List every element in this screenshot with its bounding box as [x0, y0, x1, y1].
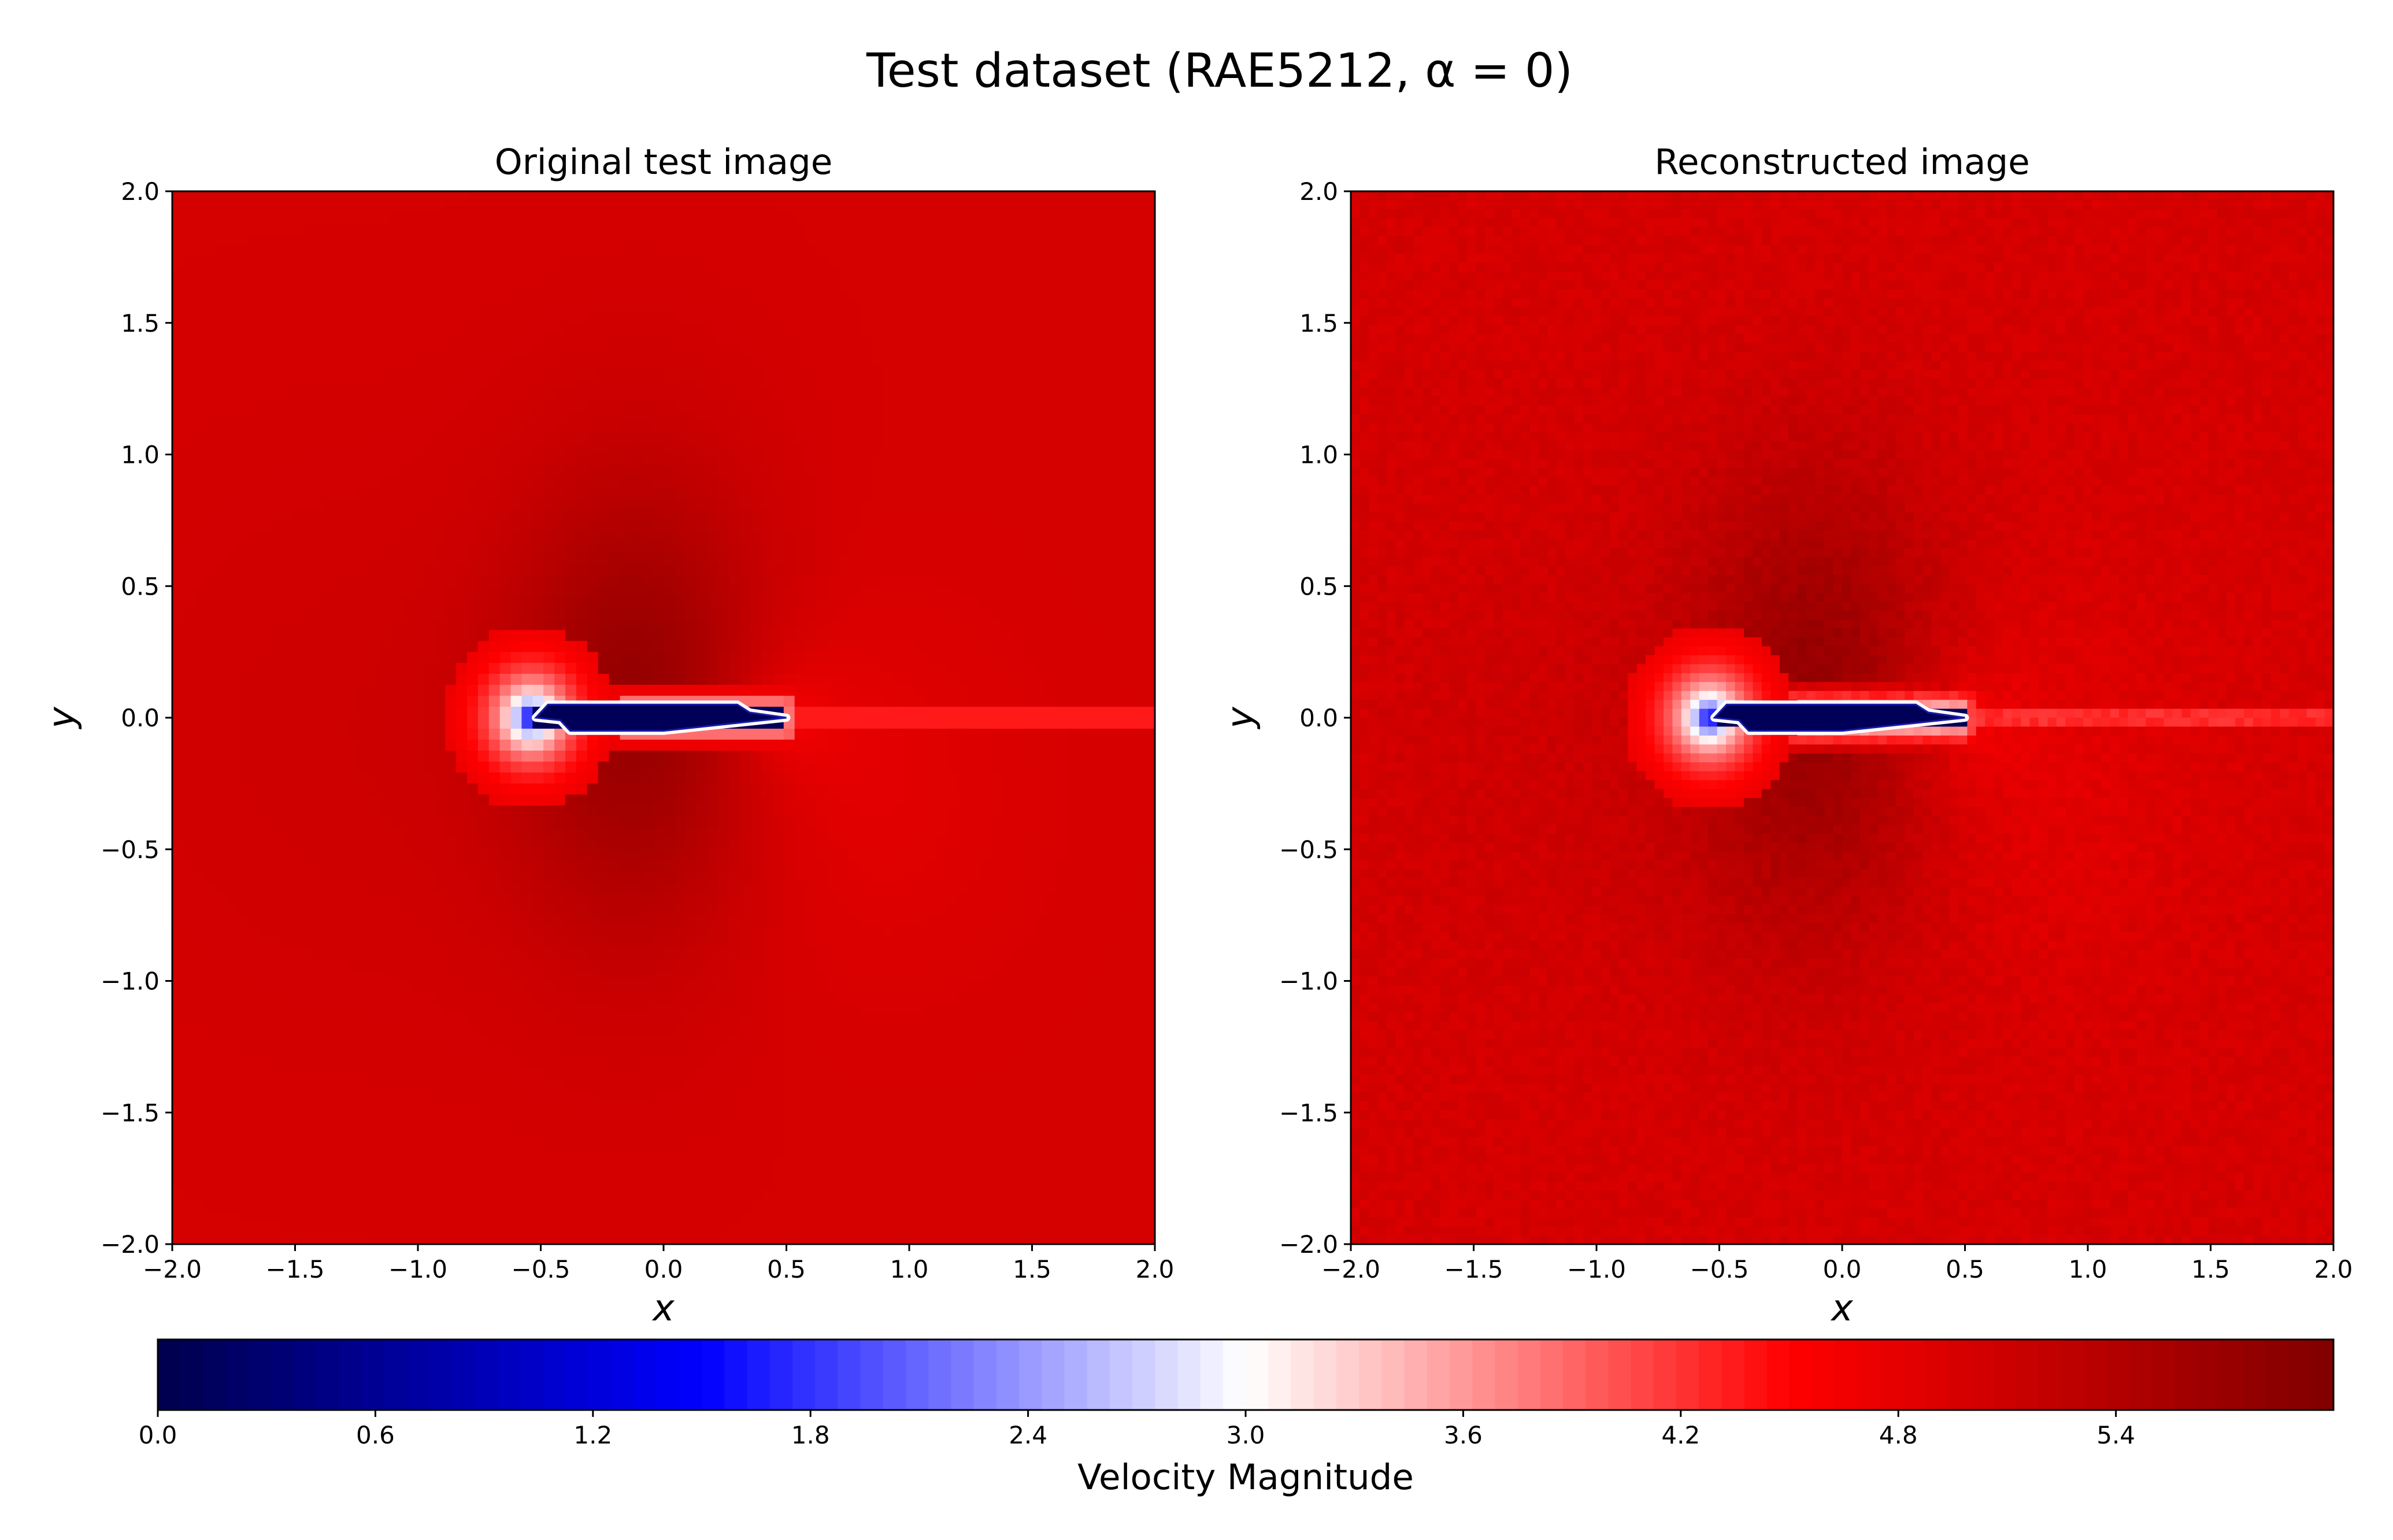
y-axis-label-reconstructed: y: [1219, 707, 1261, 730]
reconstructed-ytick-label: 1.0: [1299, 441, 1338, 469]
colorbar-tick-label: 1.2: [573, 1421, 612, 1449]
original-xtick-label: 1.0: [890, 1255, 929, 1283]
colorbar-tick-label: 3.0: [1227, 1421, 1265, 1449]
original-xtick-label: 1.5: [1013, 1255, 1051, 1283]
colorbar-tick-label: 2.4: [1009, 1421, 1047, 1449]
reconstructed-xtick-label: 1.0: [2069, 1255, 2107, 1283]
original-xtick-label: −0.5: [512, 1255, 571, 1283]
colorbar-tick-label: 0.0: [139, 1421, 177, 1449]
reconstructed-xtick-label: −1.5: [1444, 1255, 1503, 1283]
y-axis-label-original: y: [40, 707, 83, 730]
colorbar-ticks: 0.0 0.6 1.2 1.8 2.4 3.0 3.6 4.2 4.8 5.4: [139, 1410, 2135, 1449]
reconstructed-ytick-label: 0.5: [1299, 572, 1338, 600]
original-ytick-label: −1.5: [101, 1099, 160, 1127]
original-ytick-label: 2.0: [121, 177, 160, 206]
original-xtick-label: −1.0: [388, 1255, 447, 1283]
original-xtick-label: 0.0: [644, 1255, 683, 1283]
reconstructed-xtick-label: −1.0: [1567, 1255, 1626, 1283]
reconstructed-ytick-label: −0.5: [1279, 836, 1338, 864]
original-xtick-label: −2.0: [143, 1255, 202, 1283]
reconstructed-ytick-label: 2.0: [1299, 177, 1338, 206]
colorbar: 0.0 0.6 1.2 1.8 2.4 3.0 3.6 4.2 4.8 5.4 Velocity …: [139, 1338, 2335, 1498]
colorbar-tick-label: 4.8: [1879, 1421, 1918, 1449]
colorbar-tick-label: 3.6: [1444, 1421, 1483, 1449]
reconstructed-ytick-label: −1.5: [1279, 1099, 1338, 1127]
panel-original: Original test image −2.0 −1.5 −1.0 −0.5 0.0 0…: [40, 142, 1174, 1329]
reconstructed-xtick-label: 2.0: [2314, 1255, 2353, 1283]
colorbar-label: Velocity Magnitude: [1077, 1457, 1414, 1498]
y-axis-reconstructed: −2.0 −1.5 −1.0 −0.5 0.0 0.5 1.0 1.5 2.0: [1279, 177, 1351, 1259]
reconstructed-ytick-label: −1.0: [1279, 967, 1338, 996]
reconstructed-ytick-label: 0.0: [1299, 704, 1338, 732]
colorbar-tick-label: 0.6: [356, 1421, 395, 1449]
heatmap-reconstructed: [1351, 191, 2333, 1244]
figure-title: Test dataset (RAE5212, α = 0): [866, 44, 1573, 98]
colorbar-tick-label: 4.2: [1661, 1421, 1700, 1449]
original-ytick-label: 1.0: [121, 441, 160, 469]
x-axis-label-reconstructed: x: [1830, 1287, 1853, 1329]
reconstructed-xtick-label: −2.0: [1321, 1255, 1380, 1283]
original-xtick-label: 2.0: [1136, 1255, 1175, 1283]
y-axis-original: −2.0 −1.5 −1.0 −0.5 0.0 0.5 1.0 1.5 2.0: [101, 177, 172, 1259]
original-xtick-label: −1.5: [266, 1255, 325, 1283]
original-ytick-label: −1.0: [101, 967, 160, 996]
reconstructed-xtick-label: 1.5: [2191, 1255, 2230, 1283]
original-ytick-label: 0.5: [121, 572, 160, 600]
original-ytick-label: 1.5: [121, 309, 160, 337]
reconstructed-xtick-label: 0.5: [1946, 1255, 1984, 1283]
reconstructed-ytick-label: −2.0: [1279, 1230, 1338, 1259]
x-axis-original: −2.0 −1.5 −1.0 −0.5 0.0 0.5 1.0 1.5 2.0: [143, 1244, 1174, 1283]
colorbar-tick-label: 1.8: [791, 1421, 830, 1449]
panel-reconstructed: Reconstructed image −2.0 −1.5 −1.0 −0.5 0.0 0…: [1219, 142, 2353, 1329]
original-ytick-label: −0.5: [101, 836, 160, 864]
reconstructed-xtick-label: 0.0: [1823, 1255, 1862, 1283]
reconstructed-xtick-label: −0.5: [1690, 1255, 1749, 1283]
reconstructed-ytick-label: 1.5: [1299, 309, 1338, 337]
original-xtick-label: 0.5: [767, 1255, 806, 1283]
panel-title-original: Original test image: [495, 142, 833, 183]
colorbar-gradient: [158, 1339, 2334, 1410]
original-ytick-label: 0.0: [121, 704, 160, 732]
x-axis-label-original: x: [651, 1287, 675, 1329]
x-axis-reconstructed: −2.0 −1.5 −1.0 −0.5 0.0 0.5 1.0 1.5 2.0: [1321, 1244, 2353, 1283]
heatmap-original: [172, 191, 1155, 1244]
original-ytick-label: −2.0: [101, 1230, 160, 1259]
panel-title-reconstructed: Reconstructed image: [1654, 142, 2029, 183]
colorbar-tick-label: 5.4: [2096, 1421, 2135, 1449]
